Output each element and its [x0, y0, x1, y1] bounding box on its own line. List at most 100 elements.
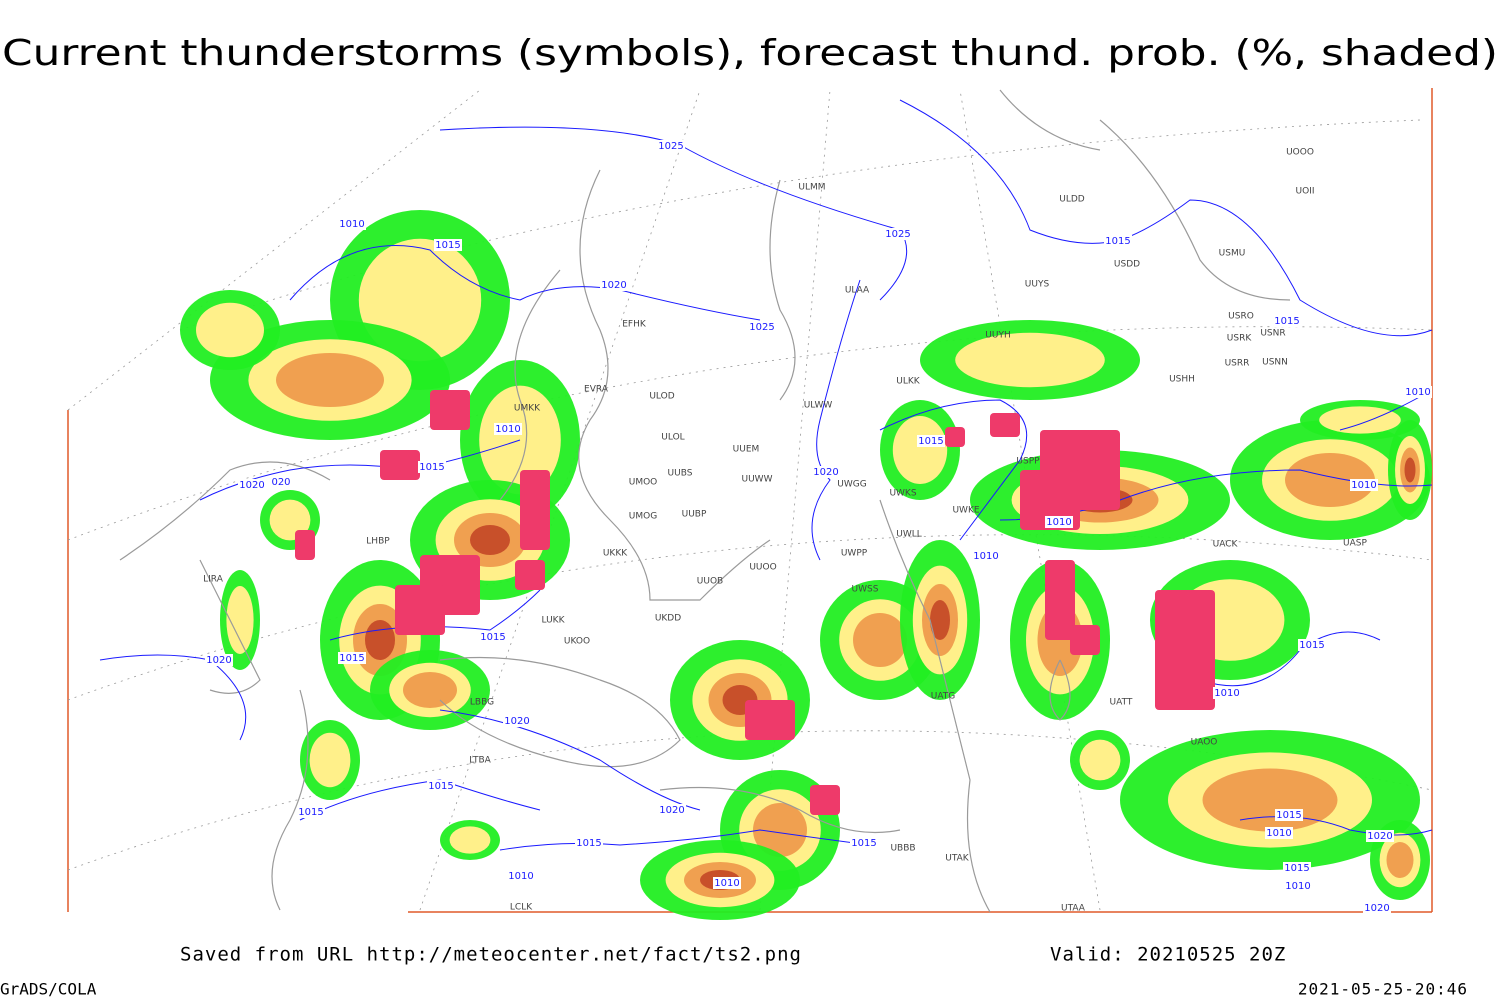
- prob-shade: [892, 416, 948, 484]
- prob-shade: [753, 803, 807, 857]
- isobar-label-bg: [507, 870, 535, 882]
- isobar-label-bg: [1350, 479, 1378, 491]
- isobar-label-bg: [1104, 235, 1132, 247]
- station-code: UMOO: [629, 478, 658, 488]
- thunderstorm-patch: [990, 413, 1020, 437]
- station-code: UUYS: [1025, 280, 1050, 290]
- isobar-label: 1010: [508, 871, 533, 882]
- isobar-label-bg: [748, 321, 776, 333]
- coastline: [879, 499, 991, 913]
- prob-shade: [226, 586, 254, 654]
- isobar-label: 1010: [339, 219, 364, 230]
- coastline: [1049, 659, 1071, 721]
- prob-shade: [1202, 768, 1338, 832]
- isobar-label: 1015: [435, 240, 460, 251]
- source-url: Saved from URL http://meteocenter.net/fa…: [180, 944, 802, 966]
- isobar-label-bg: [238, 479, 266, 491]
- thunderstorm-patch: [1045, 560, 1075, 640]
- station-code: UWKE: [952, 506, 979, 516]
- station-code: UOII: [1296, 187, 1315, 197]
- station-code: EVRA: [584, 385, 609, 395]
- isobar-label: 1020: [1364, 903, 1389, 914]
- isobar-label-bg: [850, 837, 878, 849]
- station-code: UOOO: [1286, 148, 1314, 158]
- station-code: UACK: [1213, 540, 1239, 550]
- isobar-label: 1010: [973, 551, 998, 562]
- station-code: UWGG: [837, 480, 866, 490]
- station-code: UBBB: [890, 844, 915, 854]
- station-code: USDD: [1114, 260, 1140, 270]
- isobar-label: 1010: [1351, 480, 1376, 491]
- isobar-label-bg: [297, 806, 325, 818]
- coastline: [769, 179, 796, 401]
- thunderstorm-patch: [395, 585, 445, 635]
- thunderstorm-patch: [380, 450, 420, 480]
- isobar-label-bg: [1363, 902, 1391, 914]
- station-code: UWPP: [841, 549, 868, 559]
- isobar-label: 020: [271, 477, 290, 488]
- coastline: [439, 656, 681, 768]
- station-code: UWLL: [896, 530, 922, 540]
- graticule-line: [67, 326, 1433, 541]
- isobar-label-bg: [1275, 809, 1303, 821]
- isobar-label-bg: [658, 804, 686, 816]
- isobar-label-bg: [1265, 827, 1293, 839]
- station-code: ULMM: [798, 183, 825, 193]
- isobar-label: 1025: [658, 141, 683, 152]
- station-code: UMKK: [514, 404, 541, 414]
- station-code: ULOD: [649, 392, 674, 402]
- station-code: LHBP: [366, 537, 390, 547]
- station-code: LUKK: [542, 616, 566, 626]
- station-code: ULOL: [661, 433, 684, 443]
- isobar-label: 1015: [298, 807, 323, 818]
- isobar-label: 1015: [1274, 316, 1299, 327]
- station-code: UATG: [931, 692, 956, 702]
- station-code: USPP: [1016, 457, 1040, 467]
- station-code: ULKK: [896, 377, 921, 387]
- isobar-label-bg: [1213, 687, 1241, 699]
- map-frame: [67, 88, 1433, 913]
- station-code: UWKS: [889, 489, 916, 499]
- prob-shade: [470, 525, 510, 555]
- isobar: [899, 99, 1433, 337]
- prob-shade: [1285, 453, 1375, 507]
- station-code: UUEM: [733, 445, 760, 455]
- isobar-label-bg: [205, 654, 233, 666]
- isobar: [99, 654, 247, 741]
- isobar-label-bg: [479, 631, 507, 643]
- isobar-label-bg: [338, 652, 366, 664]
- prob-shade: [955, 332, 1105, 388]
- isobar-label: 1015: [918, 436, 943, 447]
- coastline: [999, 89, 1101, 151]
- station-code: LBBG: [470, 698, 494, 708]
- isobar-label-bg: [338, 218, 366, 230]
- coastline: [1099, 119, 1291, 301]
- prob-shade: [365, 620, 395, 660]
- station-code: LIRA: [203, 575, 224, 585]
- isobar-label-bg: [1404, 386, 1432, 398]
- isobar-label-bg: [972, 550, 1000, 562]
- isobar-label-bg: [1298, 639, 1326, 651]
- isobar-label: 1015: [1284, 863, 1309, 874]
- title: Current thunderstorms (symbols), forecas…: [2, 33, 1498, 74]
- isobar: [811, 279, 861, 561]
- isobar-label: 1020: [813, 467, 838, 478]
- prob-shade: [1319, 406, 1401, 434]
- isobar: [439, 709, 701, 811]
- prob-shade: [196, 302, 264, 358]
- station-code: UAOO: [1191, 738, 1218, 748]
- station-code: USNR: [1260, 329, 1285, 339]
- prob-shade: [403, 672, 457, 708]
- station-code: UATT: [1110, 698, 1133, 708]
- prob-shade: [309, 732, 351, 788]
- station-code: UUYH: [985, 331, 1010, 341]
- isobar-label: 1015: [1105, 236, 1130, 247]
- thunderstorm-patch: [945, 427, 965, 447]
- isobar-label-bg: [713, 877, 741, 889]
- station-code: USHH: [1169, 375, 1195, 385]
- station-code: UMOG: [629, 512, 657, 522]
- station-code: UKOO: [564, 637, 590, 647]
- isobar-label: 1010: [495, 424, 520, 435]
- station-code: USRK: [1227, 334, 1253, 344]
